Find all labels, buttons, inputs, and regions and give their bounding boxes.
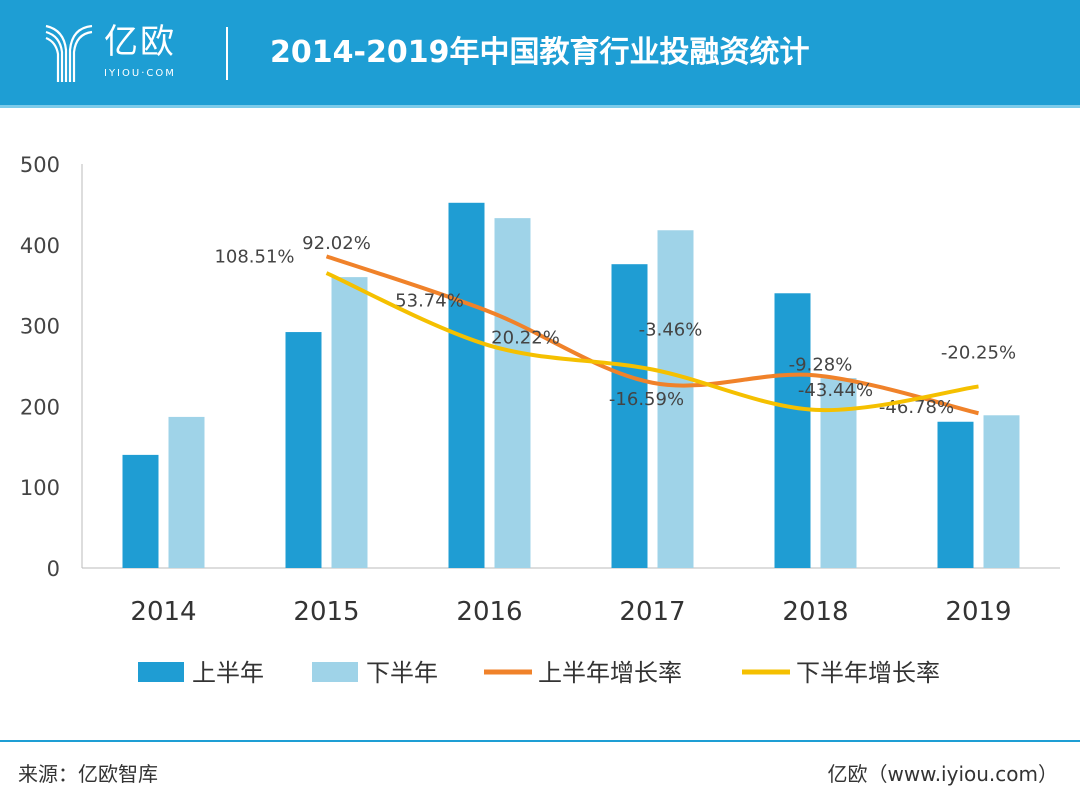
divider — [226, 27, 228, 80]
bar-lower-half — [494, 218, 531, 569]
logo-text: 亿欧 — [104, 22, 176, 62]
bar-upper-half — [937, 421, 974, 568]
bar-upper-half — [285, 332, 322, 568]
bar-lower-half — [820, 378, 857, 568]
header-banner: 亿欧 IYIOU·COM 2014-2019年中国教育行业投融资统计 — [0, 0, 1080, 108]
bar-upper-half — [448, 202, 485, 568]
data-label: 108.51% — [214, 246, 294, 267]
chart: 0 100 200 300 400 500 2014 2015 2016 2017 2018 2019… — [20, 153, 1060, 687]
x-tick-label: 2016 — [456, 597, 522, 627]
data-label: -16.59% — [609, 389, 684, 410]
y-tick-label: 0 — [47, 557, 60, 581]
x-tick-label: 2018 — [782, 597, 848, 627]
upper-growth-line — [325, 254, 979, 416]
legend-label: 下半年增长率 — [796, 659, 940, 687]
site-text: 亿欧（www.iyiou.com） — [827, 762, 1058, 786]
bar-lower-half — [168, 416, 205, 568]
bar-lower-half — [657, 230, 694, 569]
legend-label: 上半年增长率 — [538, 659, 682, 687]
data-label: 53.74% — [395, 291, 464, 312]
data-label: -3.46% — [639, 319, 703, 340]
data-label: -43.44% — [798, 380, 873, 401]
x-tick-label: 2015 — [293, 597, 359, 627]
data-label: -20.25% — [941, 342, 1016, 363]
legend-label: 上半年 — [192, 659, 264, 687]
x-tick-label: 2017 — [619, 597, 685, 627]
bar-upper-half — [611, 264, 648, 568]
bar-upper-half — [122, 454, 159, 568]
legend-swatch — [138, 662, 184, 682]
footer-divider — [0, 740, 1080, 742]
data-label: -9.28% — [789, 354, 853, 375]
source-text: 来源：亿欧智库 — [18, 762, 158, 786]
y-tick-label: 200 — [20, 395, 60, 419]
legend-label: 下半年 — [366, 659, 438, 687]
y-tick-label: 300 — [20, 315, 60, 339]
bar-lower-half — [331, 277, 368, 568]
bar-upper-half — [774, 293, 811, 568]
lower-growth-line — [325, 271, 979, 413]
data-label: 20.22% — [491, 328, 560, 349]
y-tick-label: 400 — [20, 234, 60, 258]
y-tick-label: 100 — [20, 476, 60, 500]
y-tick-label: 500 — [20, 153, 60, 177]
bar-lower-half — [983, 415, 1020, 568]
data-label: 92.02% — [302, 233, 371, 254]
x-tick-label: 2019 — [945, 597, 1011, 627]
x-tick-label: 2014 — [130, 597, 196, 627]
page-title: 2014-2019年中国教育行业投融资统计 — [270, 35, 810, 70]
logo-domain: IYIOU·COM — [104, 68, 176, 79]
iyiou-logo-icon — [45, 24, 93, 82]
legend-swatch — [312, 662, 358, 682]
